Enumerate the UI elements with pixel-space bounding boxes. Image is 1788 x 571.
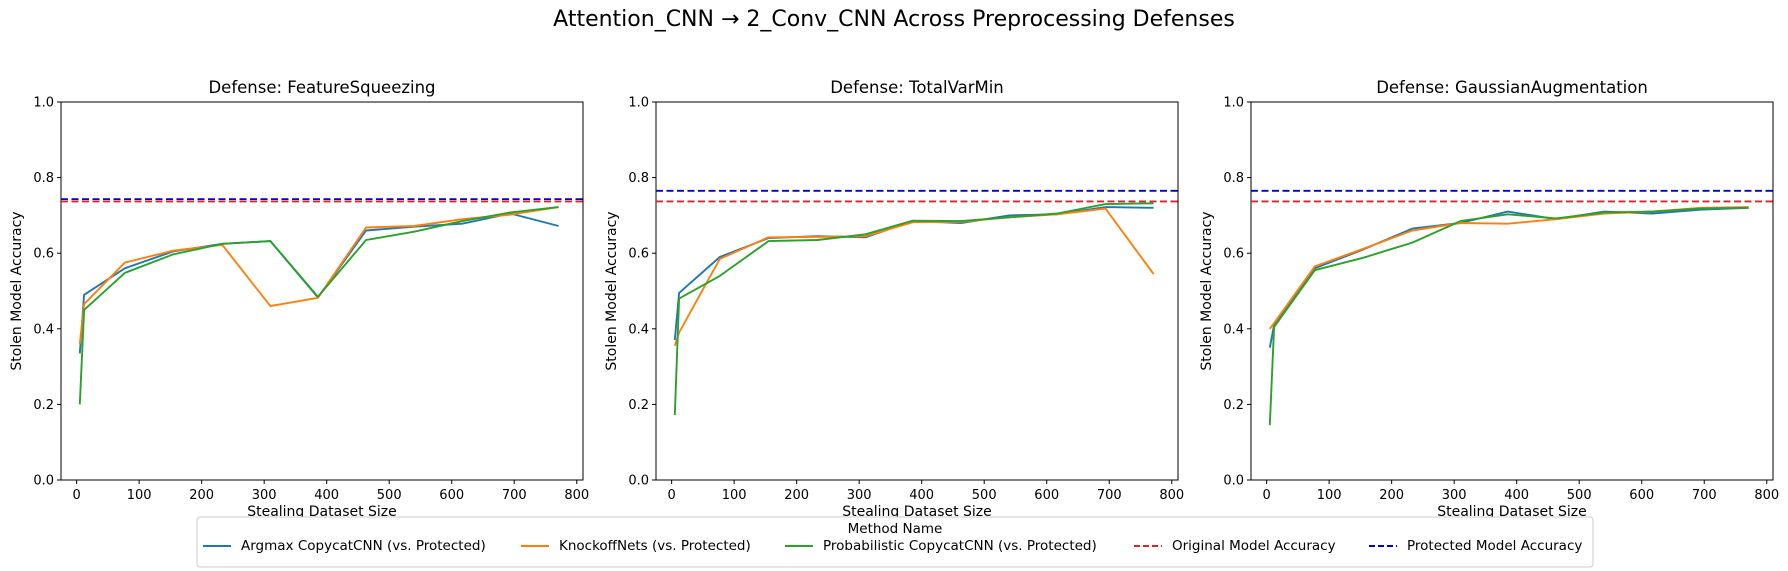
panel-title: Defense: GaussianAugmentation [1376,78,1648,97]
x-tick-label: 500 [1567,488,1592,503]
x-tick-label: 700 [502,488,527,503]
y-tick-label: 0.2 [1223,398,1244,413]
x-tick-label: 800 [1159,488,1184,503]
x-tick-label: 600 [439,488,464,503]
y-tick-label: 0.0 [628,474,649,489]
x-axis-label: Stealing Dataset Size [1437,504,1587,520]
y-tick-label: 0.4 [33,322,54,337]
x-tick-label: 200 [784,488,809,503]
x-tick-label: 100 [127,488,152,503]
x-tick-label: 300 [252,488,277,503]
legend-frame [196,516,1594,568]
x-axis-label: Stealing Dataset Size [247,504,397,520]
y-axis-label: Stolen Model Accuracy [9,211,25,370]
y-tick-label: 0.2 [628,398,649,413]
x-tick-label: 700 [1692,488,1717,503]
series-line-argmax-copycatcnn-vs-protected [673,206,1154,341]
legend-title: Method Name [848,521,943,537]
y-tick-label: 1.0 [1223,96,1244,111]
chart-panel-2: Defense: TotalVarMin 0 100 200 300 400 500 600 7… [604,78,1184,520]
series-line-knockoffnets-vs-protected [1269,206,1749,330]
x-tick-label: 500 [377,488,402,503]
y-tick-label: 0.0 [1223,474,1244,489]
x-tick-label: 500 [972,488,997,503]
y-tick-label: 0.8 [1223,171,1244,186]
panel-title: Defense: FeatureSqueezing [208,78,435,97]
legend-label-knockoffnets-vs-protected: KnockoffNets (vs. Protected) [559,538,751,554]
series-line-probabilistic-copycatcnn-vs-protected [1268,206,1749,426]
x-tick-label: 200 [189,488,214,503]
chart-panels: Defense: FeatureSqueezing 0 100 200 300 400 50… [9,78,1779,520]
series-line-knockoffnets-vs-protected [78,206,559,345]
y-tick-label: 1.0 [628,96,649,111]
x-tick-label: 700 [1097,488,1122,503]
x-tick-label: 600 [1034,488,1059,503]
x-tick-label: 100 [1317,488,1342,503]
chart-panel-3: Defense: GaussianAugmentation 0 100 200 300 4… [1199,78,1779,520]
y-tick-label: 0.4 [1223,322,1244,337]
x-tick-label: 200 [1379,488,1404,503]
y-tick-label: 0.6 [33,247,54,262]
series-line-probabilistic-copycatcnn-vs-protected [78,206,559,405]
plot-frame [655,101,1179,481]
y-tick-label: 0.8 [33,171,54,186]
legend-label-argmax-copycatcnn-vs-protected: Argmax CopycatCNN (vs. Protected) [241,538,486,554]
x-tick-label: 0 [72,488,80,503]
y-tick-label: 0.6 [628,247,649,262]
plot-frame [1250,101,1774,481]
x-tick-label: 800 [564,488,589,503]
legend-label-original-model-accuracy: Original Model Accuracy [1172,538,1336,554]
series-line-argmax-copycatcnn-vs-protected [1268,206,1749,348]
x-tick-label: 0 [667,488,675,503]
series-line-argmax-copycatcnn-vs-protected [78,212,559,354]
y-axis-label: Stolen Model Accuracy [1199,211,1215,370]
y-tick-label: 0.6 [1223,247,1244,262]
y-tick-label: 0.4 [628,322,649,337]
x-tick-label: 600 [1629,488,1654,503]
x-tick-label: 100 [722,488,747,503]
y-tick-label: 0.2 [33,398,54,413]
series-line-probabilistic-copycatcnn-vs-protected [673,202,1154,416]
panel-title: Defense: TotalVarMin [830,78,1004,97]
y-tick-label: 0.8 [628,171,649,186]
chart-panel-1: Defense: FeatureSqueezing 0 100 200 300 400 50… [9,78,589,520]
x-tick-label: 400 [1504,488,1529,503]
y-tick-label: 0.0 [33,474,54,489]
x-tick-label: 300 [1442,488,1467,503]
x-tick-label: 400 [909,488,934,503]
y-tick-label: 1.0 [33,96,54,111]
x-tick-label: 300 [847,488,872,503]
plot-frame [60,101,584,481]
figure-title: Attention_CNN → 2_Conv_CNN Across Prepro… [553,7,1235,32]
series-line-knockoffnets-vs-protected [673,207,1155,347]
x-tick-label: 800 [1754,488,1779,503]
legend-label-probabilistic-copycatcnn-vs-protected: Probabilistic CopycatCNN (vs. Protected) [823,538,1097,554]
x-axis-label: Stealing Dataset Size [842,504,992,520]
legend: Method Name Argmax CopycatCNN (vs. Prote… [196,516,1594,568]
legend-label-protected-model-accuracy: Protected Model Accuracy [1407,538,1582,554]
x-tick-label: 400 [314,488,339,503]
x-tick-label: 0 [1262,488,1270,503]
y-axis-label: Stolen Model Accuracy [604,211,620,370]
